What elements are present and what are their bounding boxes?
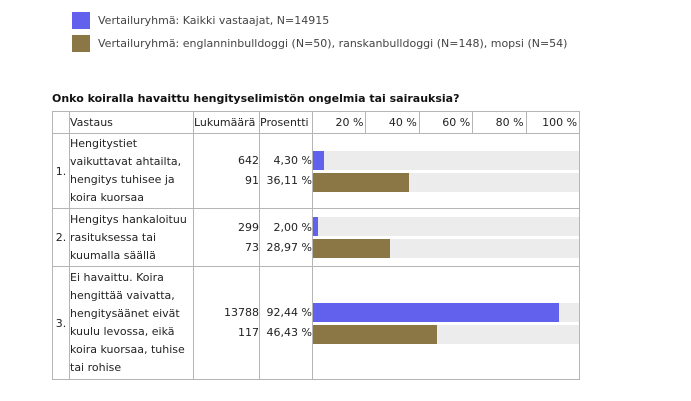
percent-value: 92,44 % bbox=[266, 306, 312, 319]
table-header-row: Vastaus Lukumäärä Prosentti 20 % 40 % 60… bbox=[52, 111, 580, 134]
bar-cell bbox=[312, 133, 580, 209]
row-number: 1. bbox=[52, 133, 70, 209]
percent-header: Prosentti bbox=[259, 111, 313, 134]
count-cell: 299 73 bbox=[193, 208, 260, 267]
legend-item-breeds: Vertailuryhmä: englanninbulldoggi (N=50)… bbox=[72, 33, 567, 53]
bar-breed-group bbox=[313, 324, 437, 344]
answer-header: Vastaus bbox=[69, 111, 194, 134]
percent-value: 46,43 % bbox=[266, 326, 312, 339]
bar-breed-group bbox=[313, 239, 391, 258]
table-row: 1. Hengitystiet vaikuttavat ahtailta, he… bbox=[52, 133, 580, 209]
legend-swatch bbox=[72, 11, 90, 29]
answer-text: Hengitystiet vaikuttavat ahtailta, hengi… bbox=[69, 133, 194, 209]
bar-all-respondents bbox=[313, 150, 325, 170]
count-cell: 13788 117 bbox=[193, 266, 260, 380]
percent-value: 4,30 % bbox=[273, 154, 312, 167]
answer-text: Hengitys hankaloituu rasituksessa tai ku… bbox=[69, 208, 194, 267]
bar-track bbox=[313, 217, 579, 236]
percent-value: 28,97 % bbox=[266, 240, 312, 254]
scale-tick: 20 % bbox=[335, 116, 364, 129]
percent-cell: 92,44 % 46,43 % bbox=[259, 266, 313, 380]
scale-tick: 40 % bbox=[365, 112, 418, 133]
results-table: Vastaus Lukumäärä Prosentti 20 % 40 % 60… bbox=[52, 111, 580, 380]
scale-tick: 100 % bbox=[525, 112, 579, 133]
percent-value: 2,00 % bbox=[273, 220, 312, 234]
legend-label: Vertailuryhmä: englanninbulldoggi (N=50)… bbox=[98, 36, 568, 50]
count-value: 13788 bbox=[224, 306, 259, 319]
scale-header: 20 % 40 % 60 % 80 % 100 % bbox=[312, 111, 580, 134]
count-value: 73 bbox=[245, 240, 259, 254]
table-row: 3. Ei havaittu. Koira hengittää vaivatta… bbox=[52, 266, 580, 380]
bar-track bbox=[313, 239, 579, 258]
legend-label: Vertailuryhmä: Kaikki vastaajat, N=14915 bbox=[98, 13, 330, 27]
legend-swatch bbox=[72, 34, 90, 52]
bar-track bbox=[313, 302, 579, 322]
bar-track bbox=[313, 324, 579, 344]
question-title: Onko koiralla havaittu hengityselimistön… bbox=[52, 92, 460, 105]
num-header bbox=[52, 111, 70, 134]
table-row: 2. Hengitys hankaloituu rasituksessa tai… bbox=[52, 208, 580, 267]
legend-item-all: Vertailuryhmä: Kaikki vastaajat, N=14915 bbox=[72, 10, 329, 30]
count-header: Lukumäärä bbox=[193, 111, 260, 134]
count-value: 91 bbox=[245, 174, 259, 187]
bar-cell bbox=[312, 208, 580, 267]
bar-all-respondents bbox=[313, 302, 559, 322]
percent-cell: 2,00 % 28,97 % bbox=[259, 208, 313, 267]
bar-breed-group bbox=[313, 172, 410, 192]
count-value: 117 bbox=[238, 326, 259, 339]
percent-scale: 20 % 40 % 60 % 80 % 100 % bbox=[313, 112, 579, 133]
bar-all-respondents bbox=[313, 217, 319, 236]
count-cell: 642 91 bbox=[193, 133, 260, 209]
scale-tick: 60 % bbox=[418, 112, 472, 133]
percent-value: 36,11 % bbox=[266, 174, 312, 187]
bar-track bbox=[313, 172, 579, 192]
answer-text: Ei havaittu. Koira hengittää vaivatta, h… bbox=[69, 266, 194, 380]
bar-cell bbox=[312, 266, 580, 380]
row-number: 3. bbox=[52, 266, 70, 380]
percent-cell: 4,30 % 36,11 % bbox=[259, 133, 313, 209]
count-value: 299 bbox=[238, 220, 259, 234]
bar-track bbox=[313, 150, 579, 170]
count-value: 642 bbox=[238, 154, 259, 167]
scale-tick: 80 % bbox=[472, 112, 525, 133]
row-number: 2. bbox=[52, 208, 70, 267]
